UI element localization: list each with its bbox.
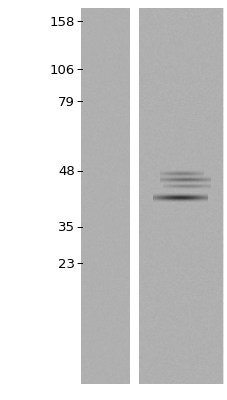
Text: –: –	[76, 258, 83, 270]
Bar	[129, 8, 138, 384]
Text: –: –	[76, 222, 83, 234]
Text: 35: 35	[58, 222, 75, 234]
Text: 23: 23	[58, 258, 75, 270]
Text: –: –	[76, 64, 83, 76]
Bar	[81, 8, 129, 384]
Text: 48: 48	[58, 166, 75, 178]
Text: –: –	[76, 166, 83, 178]
Bar	[138, 8, 222, 384]
Text: –: –	[76, 16, 83, 28]
Text: 106: 106	[50, 64, 75, 76]
Text: 158: 158	[50, 16, 75, 28]
Text: 79: 79	[58, 96, 75, 108]
Text: –: –	[76, 96, 83, 108]
